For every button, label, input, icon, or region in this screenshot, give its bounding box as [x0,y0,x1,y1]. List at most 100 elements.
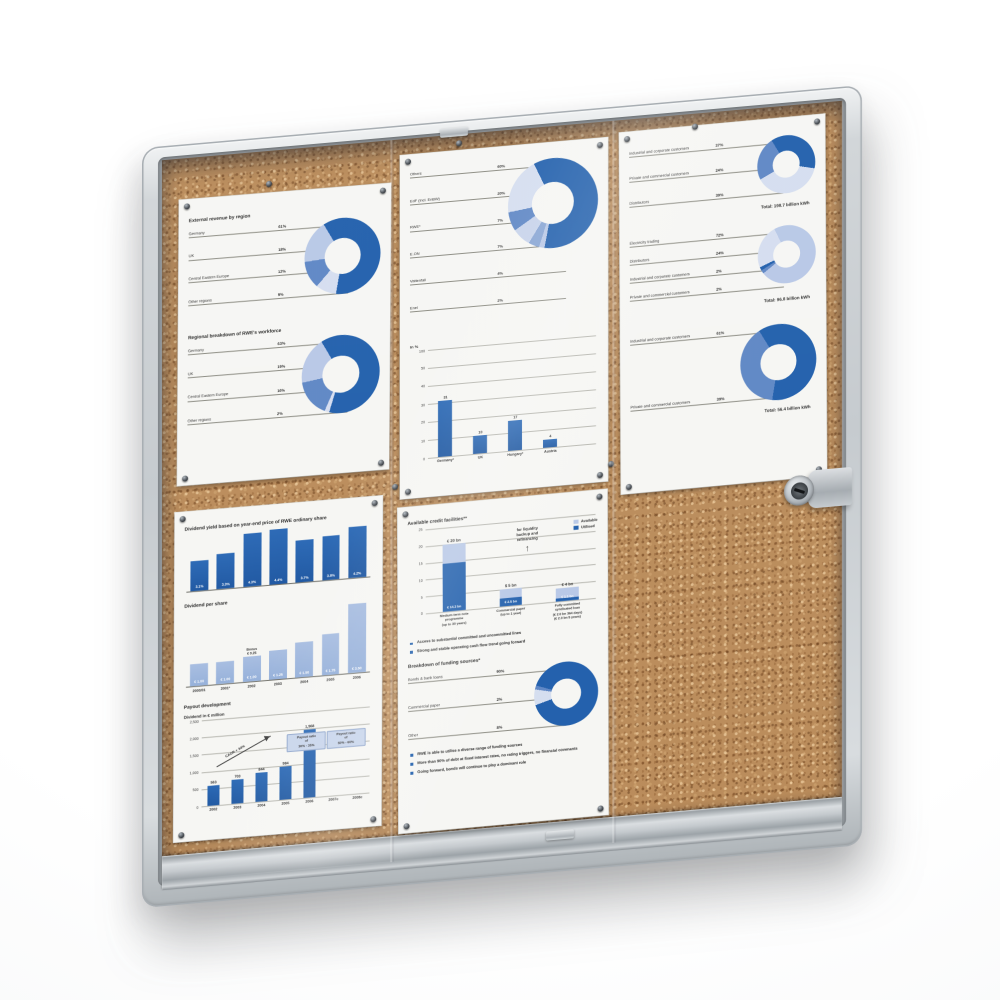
chart-sheet-market-shares: Others 60% EdF (incl. EnBW) 20% RWE* 7% E.ON 7%… [400,137,608,500]
push-pin [596,493,603,500]
donut-row-value: 61% [716,330,725,336]
chart-sheet-dividend: Dividend yield based on year-end price o… [173,495,383,843]
donut-row-label: Commercial paper [408,701,440,710]
bar-chart: Dividend per share € 1.00 € 1.00 Bonus € 0.2… [184,589,372,694]
bar-column: 17 [498,341,533,452]
donut-chart-body: Bonds & bank loans 90% Commercial paper 2% O… [408,657,599,746]
legend-label: Available [580,517,598,524]
bar-chart: Payout development Dividend in € million 2… [183,690,371,814]
donut-row-label: UK [188,253,195,259]
y-tick-label: 0 [196,805,199,810]
bar-column: 3.1% [186,534,213,592]
y-tick-label: 2,000 [189,736,199,742]
bar [255,771,268,803]
donut-row-value: 18% [278,246,287,252]
bar-value-label: 4.2% [353,571,362,577]
donut-row-label: E.ON [410,250,420,257]
donut-row-label: Germany [188,229,205,236]
y-tick-label: 50 [421,366,425,372]
bar-column [345,707,369,795]
x-tick-label: 2005 [281,801,290,806]
donut-row-label: Central Eastern Europe [187,391,229,400]
bar-value-label: € 1.75 [325,668,336,674]
push-pin [405,488,411,495]
x-tick-label: 2004 [300,679,309,685]
bar: 3.1% [190,559,209,592]
bar-value-label: € 1.00 [194,679,204,685]
door-handle-tab-bottom [546,829,574,841]
y-tick-label: 30 [421,402,425,408]
donut-row-label: Private and commercial customers [630,398,691,410]
donut-row-label: Distributors [629,198,650,206]
donut-row-label: Other regions [188,297,212,304]
donut-row-value: 9% [277,291,284,298]
donut-row-label: RWE* [410,223,421,230]
bar: 3.7% [295,539,314,583]
legend-row: Available [573,517,598,524]
bar-value-label: 4.4% [274,578,283,583]
donut-row-value: 4% [497,270,503,277]
bar-column: 844 [249,715,273,803]
bar-column: 984 [273,713,297,801]
x-tick-label: 2006 [305,799,314,804]
donut-row-value: 39% [715,192,724,198]
push-pin [814,118,821,125]
donut-row-value: 61% [278,223,287,230]
push-pin [182,475,189,482]
push-pin [266,180,272,188]
donut-row: Vattenfall 4% [410,265,566,286]
bar: 4.3% [243,532,262,587]
stacked-bar: € 14.3 bn [442,542,466,612]
bar-column: 10 [463,344,498,455]
bar-value-label: 3.7% [300,576,309,581]
x-tick-label: 2002 [247,683,256,689]
y-tick-label: 2,500 [189,719,199,725]
bar-column [321,709,345,797]
bar: 3.8% [321,534,341,581]
bar-chart: in % 100 50 40 30 20 10 0 31 10 17 4 Germany* UK Hunga… [410,328,598,466]
donut-row-label: Bonds & bank loans [408,673,443,682]
donut-hole [322,354,360,394]
push-pin [179,515,186,523]
donut-row-value: 20% [497,190,506,196]
y-tick-label: 10 [418,578,423,583]
bar-column: 703 [225,717,249,805]
bar-value-label: 844 [258,767,265,772]
x-tick-label: 2004 [257,803,266,808]
donut-row-value: 16% [277,387,286,393]
donut-row-value: 2% [277,410,283,417]
donut-row-value: 2% [716,286,722,292]
donut-chart: Electricity trading 72% Distributors 24% Ind… [630,221,816,316]
bar-column: € 1.00 [186,612,213,687]
lock-body [808,466,852,509]
bar: € 3.50 [347,602,367,674]
donut-row-label: UK [187,370,194,377]
push-pin [405,158,411,165]
bar-column: 3.7% [291,526,318,583]
push-pin [625,483,632,491]
donut-row-value: 24% [715,250,724,256]
x-tick-label: Medium-term note programme (up to 30 years… [430,611,478,632]
bar-value-label: 4 [549,434,552,439]
push-pin [608,460,614,468]
x-tick-label: 2003 [233,805,242,810]
bar-column: € 1.75 [317,601,344,676]
bar-annotation: Bonus € 0.25 [246,647,258,656]
donut-chart-body: Germany 63% UK 19% Central Eastern Europe 16%… [187,330,380,432]
bar [279,765,292,801]
x-tick-label: 2006 [352,675,361,680]
bar-plot: 100 50 40 30 20 10 0 31 10 17 4 [410,335,598,461]
push-pin [370,815,377,823]
donut-chart-body: Germany 61% UK 18% Central Eastern Europe 12%… [188,213,381,313]
y-tick-label: 10 [421,438,425,444]
bars-area: 3.1% 3.3% 4.3% 4.4% 3.7% 3.8% 4.2% [186,521,371,593]
bar: € 1.00 [216,660,235,685]
donut-row-value: 19% [277,363,286,370]
bar-value-label: 3.8% [326,573,335,579]
chart-sheet-credit-facilities: Available credit facilities** 25 20 15 10 5 0 A… [397,488,609,834]
donut-row-value: 63% [277,340,286,347]
donut-row-label: Private and commercial customers [629,288,690,300]
push-pin [378,459,385,467]
push-pin [624,135,631,143]
bar [438,399,453,458]
